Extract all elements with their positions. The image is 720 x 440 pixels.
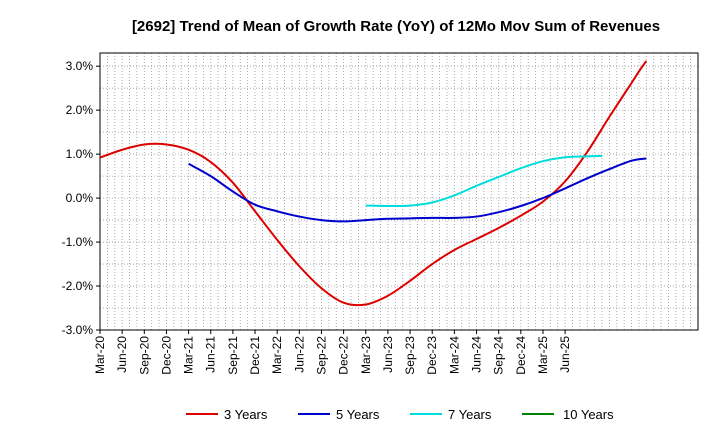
legend-label-5-years: 5 Years: [336, 407, 380, 422]
x-tick-label: Jun-23: [381, 336, 395, 373]
y-tick-label: 3.0%: [66, 59, 94, 73]
legend-label-7-years: 7 Years: [448, 407, 492, 422]
legend-label-10-years: 10 Years: [563, 407, 614, 422]
y-tick-label: 2.0%: [66, 103, 94, 117]
x-tick-label: Sep-22: [314, 336, 328, 375]
series-line-5-years: [188, 157, 647, 223]
x-tick-label: Dec-22: [337, 336, 351, 375]
x-tick-label: Dec-24: [514, 336, 528, 375]
series-line-7-years: [365, 154, 603, 208]
x-tick-label: Mar-22: [270, 336, 284, 374]
x-tick-label: Jun-25: [558, 336, 572, 373]
legend-item-3-years: 3 Years: [186, 407, 268, 422]
plot-area-border: [99, 52, 699, 331]
x-tick-label: Mar-25: [536, 336, 550, 374]
x-tick-label: Sep-24: [492, 336, 506, 375]
x-tick-label: Mar-20: [93, 336, 107, 374]
y-tick-label: 0.0%: [66, 191, 94, 205]
chart-title: [2692] Trend of Mean of Growth Rate (YoY…: [132, 18, 660, 35]
x-tick-label: Jun-24: [470, 336, 484, 373]
x-axis: Mar-20 Jun-20 Sep-20 Dec-20 Mar-21 Jun-21 Sep-…: [93, 330, 572, 375]
y-tick-label: -1.0%: [62, 235, 94, 249]
x-tick-label: Sep-21: [226, 336, 240, 375]
x-tick-label: Jun-22: [292, 336, 306, 373]
x-tick-label: Mar-21: [182, 336, 196, 374]
y-tick-label: -2.0%: [62, 279, 94, 293]
x-tick-label: Mar-23: [359, 336, 373, 374]
x-tick-label: Sep-20: [137, 336, 151, 375]
legend-item-5-years: 5 Years: [298, 407, 380, 422]
series-lines: [99, 60, 648, 307]
y-tick-label: -3.0%: [62, 323, 94, 337]
legend: 3 Years 5 Years 7 Years 10 Years: [186, 407, 614, 422]
legend-item-10-years: 10 Years: [522, 407, 614, 422]
legend-label-3-years: 3 Years: [224, 407, 268, 422]
series-line-3-years: [99, 60, 648, 307]
x-tick-label: Jun-21: [204, 336, 218, 373]
x-tick-label: Dec-21: [248, 336, 262, 375]
x-tick-label: Jun-20: [115, 336, 129, 373]
grid: [100, 53, 698, 330]
x-tick-label: Mar-24: [447, 336, 461, 374]
y-axis: 3.0% 2.0% 1.0% 0.0% -1.0% -2.0% -3.0%: [62, 59, 100, 337]
x-tick-label: Sep-23: [403, 336, 417, 375]
legend-item-7-years: 7 Years: [410, 407, 492, 422]
x-tick-label: Dec-20: [159, 336, 173, 375]
x-tick-label: Dec-23: [425, 336, 439, 375]
y-tick-label: 1.0%: [66, 147, 94, 161]
